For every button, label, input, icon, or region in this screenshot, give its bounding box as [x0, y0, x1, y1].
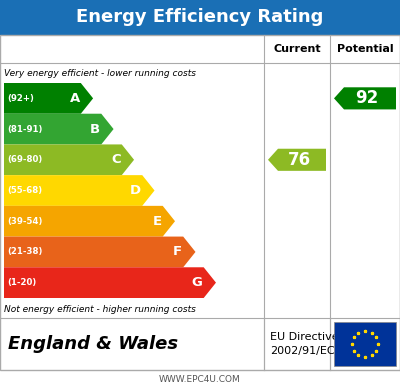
Text: Current: Current: [273, 44, 321, 54]
Polygon shape: [4, 267, 216, 298]
Bar: [0, 35, 400, 370]
Text: Very energy efficient - lower running costs: Very energy efficient - lower running co…: [4, 69, 196, 78]
Text: Energy Efficiency Rating: Energy Efficiency Rating: [76, 9, 324, 26]
Text: EU Directive
2002/91/EC: EU Directive 2002/91/EC: [270, 333, 339, 355]
Text: 92: 92: [355, 89, 379, 107]
Polygon shape: [268, 149, 326, 171]
Text: Not energy efficient - higher running costs: Not energy efficient - higher running co…: [4, 305, 196, 315]
Text: (1-20): (1-20): [7, 278, 36, 287]
Text: (81-91): (81-91): [7, 125, 42, 133]
Text: B: B: [90, 123, 100, 135]
Text: (55-68): (55-68): [7, 186, 42, 195]
Text: England & Wales: England & Wales: [8, 335, 178, 353]
Text: D: D: [130, 184, 141, 197]
Text: G: G: [192, 276, 203, 289]
Text: (21-38): (21-38): [7, 248, 42, 256]
Text: A: A: [70, 92, 80, 105]
Polygon shape: [4, 175, 154, 206]
Text: F: F: [173, 246, 182, 258]
Text: Potential: Potential: [337, 44, 393, 54]
Text: E: E: [152, 215, 162, 228]
Polygon shape: [334, 87, 396, 109]
Bar: [334, 322, 396, 366]
Polygon shape: [4, 114, 114, 144]
Text: (92+): (92+): [7, 94, 34, 103]
Text: (69-80): (69-80): [7, 155, 42, 164]
Text: C: C: [111, 153, 121, 166]
Polygon shape: [4, 206, 175, 237]
Text: WWW.EPC4U.COM: WWW.EPC4U.COM: [159, 374, 241, 383]
Polygon shape: [4, 237, 196, 267]
Text: (39-54): (39-54): [7, 217, 42, 226]
Polygon shape: [4, 83, 93, 114]
Bar: [0, 0, 400, 35]
Polygon shape: [4, 144, 134, 175]
Text: 76: 76: [288, 151, 310, 169]
